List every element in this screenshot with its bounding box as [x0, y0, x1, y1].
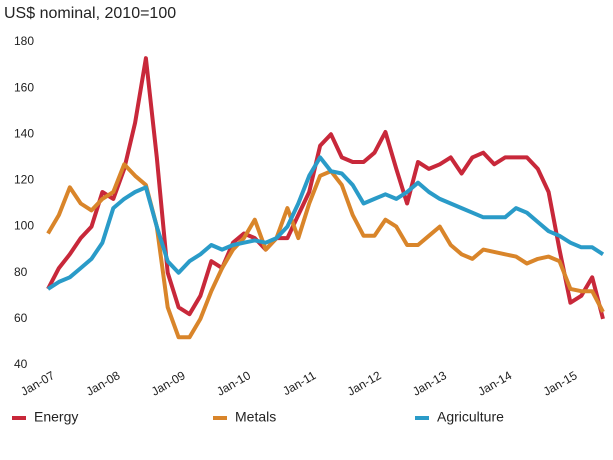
legend-label: Energy — [34, 409, 78, 425]
y-tick-label: 40 — [14, 357, 28, 371]
x-tick-label: Jan-12 — [345, 368, 384, 399]
x-tick-label: Jan-09 — [149, 368, 188, 399]
x-tick-label: Jan-13 — [410, 368, 449, 399]
x-tick-label: Jan-07 — [18, 368, 57, 399]
x-tick-label: Jan-10 — [214, 368, 253, 399]
legend-label: Agriculture — [437, 409, 504, 425]
x-tick-label: Jan-14 — [475, 368, 514, 399]
y-tick-label: 120 — [14, 173, 34, 187]
line-series — [46, 56, 605, 320]
x-tick-label: Jan-11 — [280, 368, 318, 398]
y-tick-label: 100 — [14, 219, 34, 233]
x-tick-label: Jan-08 — [84, 368, 123, 399]
y-tick-label: 140 — [14, 126, 34, 140]
x-tick-label: Jan-15 — [541, 368, 580, 399]
chart-title: US$ nominal, 2010=100 — [4, 5, 176, 22]
legend-label: Metals — [235, 409, 276, 425]
y-tick-label: 180 — [14, 34, 34, 48]
y-tick-label: 60 — [14, 311, 28, 325]
line-series — [46, 155, 605, 291]
y-tick-label: 80 — [14, 265, 28, 279]
y-tick-label: 160 — [14, 80, 34, 94]
line-series — [46, 162, 605, 340]
